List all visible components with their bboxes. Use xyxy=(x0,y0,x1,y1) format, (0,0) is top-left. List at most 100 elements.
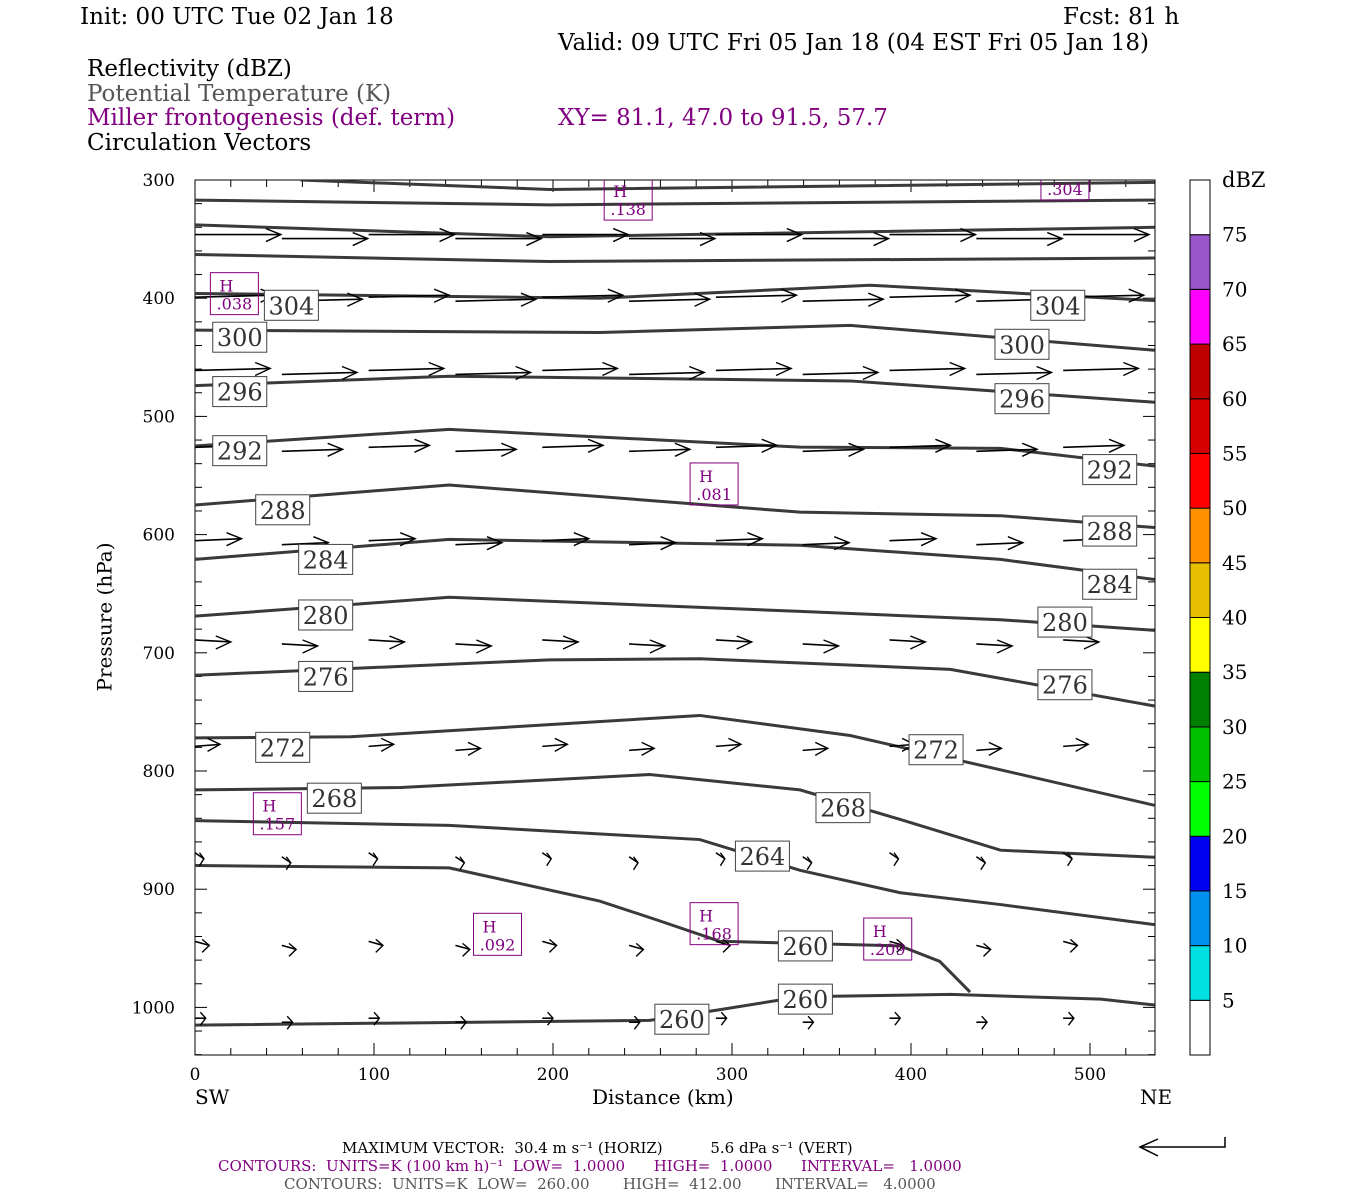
vector-shaft xyxy=(715,294,797,298)
vector-head xyxy=(554,737,569,752)
colorbar-label: 75 xyxy=(1222,223,1247,247)
circulation-vector xyxy=(802,536,852,551)
colorbar-label: 30 xyxy=(1222,715,1247,739)
circulation-vector xyxy=(802,442,866,457)
circulation-vector xyxy=(368,438,432,453)
colorbar-unit: dBZ xyxy=(1222,168,1266,192)
circulation-vector xyxy=(715,1011,728,1026)
vector-shaft xyxy=(281,448,343,453)
colorbar-segment xyxy=(1189,507,1211,564)
circulation-vector xyxy=(1063,635,1101,650)
circulation-vector xyxy=(281,942,298,957)
vector-shaft xyxy=(281,541,329,546)
x-tick-label: 500 xyxy=(1074,1065,1106,1085)
high-value: .157 xyxy=(260,815,296,834)
vector-head xyxy=(894,1011,902,1026)
theta-contour xyxy=(195,198,1155,207)
vector-shaft xyxy=(629,448,690,453)
colorbar-segment xyxy=(1189,671,1211,728)
circulation-vector xyxy=(368,288,451,303)
vector-shaft xyxy=(976,541,1023,546)
frontogenesis-high-box xyxy=(689,902,739,946)
circulation-vector xyxy=(281,639,320,654)
circulation-vector xyxy=(889,227,978,243)
vector-head xyxy=(996,639,1014,654)
vector-head xyxy=(265,227,283,243)
vector-shaft xyxy=(195,367,271,372)
circulation-vector xyxy=(542,1011,554,1026)
circulation-vector xyxy=(541,852,553,867)
x-tick-label: 200 xyxy=(537,1065,569,1085)
colorbar-label: 25 xyxy=(1222,770,1247,794)
circulation-vector xyxy=(281,1015,294,1030)
circulation-vector xyxy=(542,635,580,650)
vector-shaft xyxy=(976,643,1013,647)
vector-head xyxy=(548,938,558,953)
vector-head xyxy=(736,635,754,650)
circulation-vector xyxy=(368,635,407,650)
vector-head xyxy=(1069,938,1079,953)
vector-head xyxy=(341,365,359,381)
theta-contour xyxy=(195,657,1155,708)
init-time: Init: 00 UTC Tue 02 Jan 18 xyxy=(80,4,394,30)
theta-label-box xyxy=(994,383,1050,415)
colorbar-label: 70 xyxy=(1222,277,1247,301)
vector-head xyxy=(896,938,905,953)
circulation-vector xyxy=(455,741,483,756)
vector-head xyxy=(649,639,667,654)
circulation-vector xyxy=(195,635,233,650)
vector-head xyxy=(286,1015,294,1030)
circulation-vector xyxy=(715,361,793,377)
theta-label-box xyxy=(908,734,964,766)
vector-shaft xyxy=(195,743,221,748)
vector-head xyxy=(775,361,793,377)
circulation-vector xyxy=(368,227,457,243)
vector-head xyxy=(399,532,417,547)
high-value: .168 xyxy=(696,925,732,944)
vector-shaft xyxy=(542,537,589,542)
vector-head xyxy=(935,438,953,453)
colorbar-segment xyxy=(1189,617,1211,673)
circulation-vector xyxy=(195,361,272,377)
circulation-vector xyxy=(542,438,605,453)
vector-head xyxy=(352,231,370,247)
vector-head xyxy=(199,1011,207,1026)
theta-label: 260 xyxy=(782,933,828,961)
vector-head xyxy=(515,365,533,381)
vector-shaft xyxy=(542,367,618,372)
circulation-vector xyxy=(195,737,222,752)
circulation-vector xyxy=(715,852,726,867)
vector-shaft xyxy=(889,294,971,298)
theta-label-box xyxy=(994,328,1050,360)
vector-head xyxy=(1083,635,1101,650)
vector-shaft xyxy=(715,743,742,748)
circulation-vector xyxy=(368,737,396,752)
high-marker: H xyxy=(699,467,713,486)
vector-head xyxy=(1108,438,1126,453)
theta-label-box xyxy=(298,543,354,575)
vector-head xyxy=(526,231,544,247)
theta-label-box xyxy=(1082,454,1138,486)
vector-shaft xyxy=(976,371,1052,376)
vector-head xyxy=(459,856,466,871)
vector-head xyxy=(475,639,494,654)
vector-head xyxy=(433,288,451,303)
vector-head xyxy=(520,292,538,307)
theta-label-box xyxy=(815,792,871,824)
circulation-vector xyxy=(629,639,667,654)
vector-head xyxy=(207,737,222,752)
vector-shaft xyxy=(368,639,405,643)
circulation-vector xyxy=(455,942,471,957)
vector-shaft xyxy=(542,444,604,449)
vector-shaft xyxy=(1063,639,1099,643)
frontogenesis-high-box xyxy=(1040,180,1090,201)
theta-label: 268 xyxy=(311,785,357,813)
circulation-vector xyxy=(542,532,591,547)
theta-label: 304 xyxy=(268,292,314,320)
vector-shaft xyxy=(629,747,655,752)
frontogenesis-high-box xyxy=(689,462,739,506)
vector-head xyxy=(373,1011,381,1026)
colorbar-segment xyxy=(1189,781,1211,837)
circulation-vector xyxy=(455,231,544,247)
theta-label: 280 xyxy=(1042,609,1088,637)
